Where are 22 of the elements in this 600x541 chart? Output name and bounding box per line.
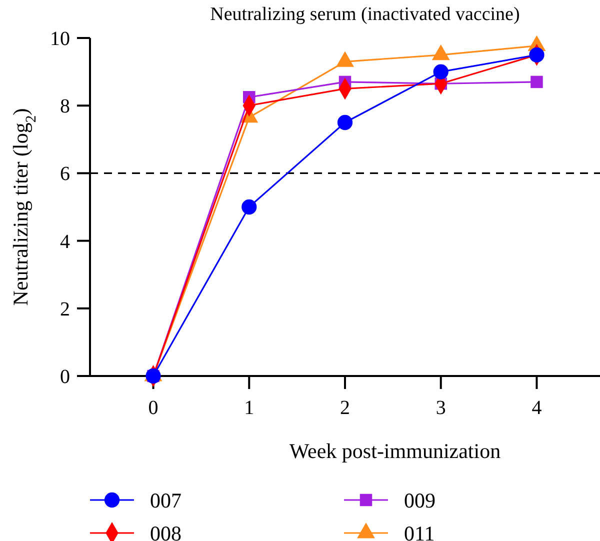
point — [433, 64, 448, 80]
legend-label: 008 — [150, 521, 182, 541]
y-tick-label: 10 — [50, 28, 70, 50]
x-tick-label: 1 — [244, 397, 254, 419]
y-tick-label: 4 — [60, 230, 70, 253]
point — [242, 199, 257, 215]
legend-label: 011 — [404, 521, 435, 541]
point — [530, 76, 543, 88]
x-tick-label: 0 — [148, 397, 158, 419]
x-tick-label: 4 — [532, 397, 542, 419]
x-tick-label: 2 — [340, 397, 350, 419]
y-tick-label: 0 — [60, 366, 70, 388]
y-tick-label: 2 — [60, 298, 70, 320]
chart-title: Neutralizing serum (inactivated vaccine) — [210, 4, 520, 25]
legend-label: 009 — [404, 488, 436, 512]
x-tick-label: 3 — [436, 397, 446, 419]
y-tick-label: 8 — [60, 96, 70, 118]
legend-label: 007 — [150, 488, 182, 512]
y-tick-label: 6 — [60, 163, 70, 186]
x-axis-title: Week post-immunization — [289, 439, 502, 463]
point — [529, 47, 544, 62]
point — [337, 114, 353, 130]
